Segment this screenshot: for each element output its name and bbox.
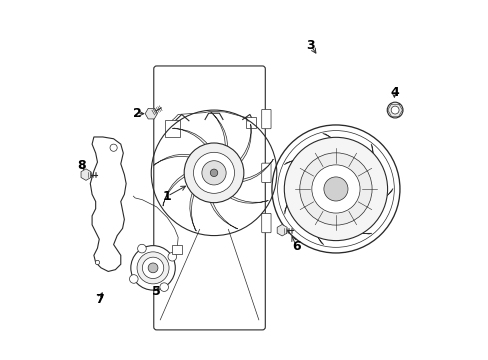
Text: 2: 2: [132, 107, 141, 120]
Text: 8: 8: [78, 159, 86, 172]
Circle shape: [129, 275, 138, 283]
Circle shape: [110, 144, 117, 151]
Text: 3: 3: [306, 39, 314, 52]
Text: 6: 6: [292, 240, 300, 253]
Circle shape: [193, 152, 234, 193]
Polygon shape: [81, 169, 91, 180]
Polygon shape: [322, 134, 349, 165]
Polygon shape: [333, 216, 371, 234]
Text: 7: 7: [95, 293, 103, 306]
Circle shape: [202, 161, 225, 185]
Text: 4: 4: [389, 86, 398, 99]
Circle shape: [311, 165, 359, 213]
FancyBboxPatch shape: [172, 245, 182, 254]
Circle shape: [386, 102, 402, 118]
Polygon shape: [208, 192, 238, 229]
Text: 1: 1: [163, 190, 171, 203]
Polygon shape: [153, 154, 200, 166]
Circle shape: [390, 106, 398, 114]
FancyBboxPatch shape: [261, 109, 270, 129]
Polygon shape: [284, 158, 325, 165]
Circle shape: [137, 244, 146, 253]
FancyBboxPatch shape: [164, 120, 180, 137]
Polygon shape: [311, 204, 323, 245]
FancyBboxPatch shape: [153, 66, 265, 330]
Polygon shape: [231, 159, 273, 182]
Polygon shape: [189, 184, 199, 231]
FancyBboxPatch shape: [245, 117, 255, 128]
Polygon shape: [172, 128, 213, 153]
Polygon shape: [277, 225, 286, 236]
Circle shape: [95, 260, 100, 265]
Circle shape: [160, 283, 168, 291]
Polygon shape: [356, 188, 392, 208]
Circle shape: [271, 125, 399, 253]
FancyBboxPatch shape: [261, 163, 270, 183]
Circle shape: [142, 257, 163, 279]
Polygon shape: [210, 112, 227, 157]
Circle shape: [184, 143, 244, 203]
Circle shape: [299, 153, 371, 225]
Circle shape: [131, 246, 175, 290]
Circle shape: [210, 169, 217, 176]
Circle shape: [284, 137, 387, 240]
Text: 5: 5: [152, 285, 161, 298]
Circle shape: [148, 263, 158, 273]
Polygon shape: [90, 137, 126, 271]
Circle shape: [323, 177, 347, 201]
Polygon shape: [232, 124, 251, 168]
FancyBboxPatch shape: [261, 213, 270, 233]
Polygon shape: [284, 181, 309, 214]
Polygon shape: [221, 190, 268, 203]
Polygon shape: [362, 144, 373, 185]
Circle shape: [168, 252, 176, 261]
Circle shape: [137, 252, 169, 284]
Polygon shape: [145, 108, 157, 119]
Polygon shape: [163, 170, 194, 206]
